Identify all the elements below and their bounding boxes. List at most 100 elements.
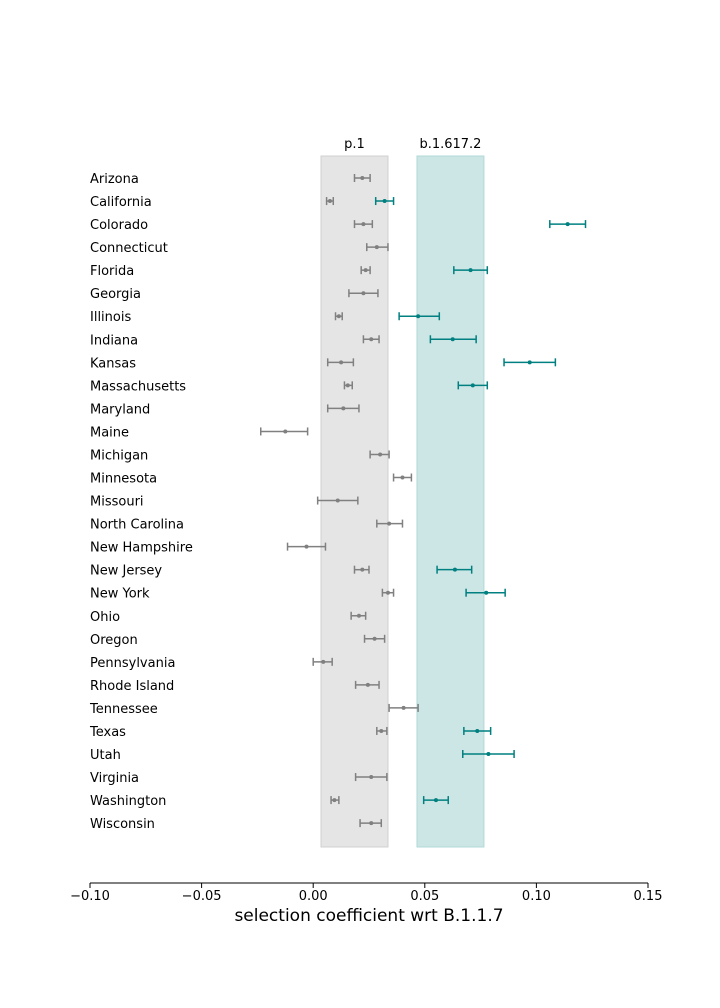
errorbar-point xyxy=(304,544,309,549)
errorbar-p1 xyxy=(316,496,359,505)
x-axis-label: selection coefficient wrt B.1.1.7 xyxy=(234,906,503,926)
errorbar-delta xyxy=(461,750,515,758)
errorbar-point xyxy=(416,314,421,319)
errorbar-delta xyxy=(398,312,441,321)
errorbar-p1 xyxy=(376,519,404,528)
errorbar-p1 xyxy=(350,611,367,620)
state-label: Massachusetts xyxy=(90,379,186,394)
errorbar-p1 xyxy=(360,266,371,275)
errorbar-point xyxy=(484,590,489,595)
errorbar-p1 xyxy=(354,773,388,782)
errorbar-point xyxy=(452,567,457,572)
errorbar-point xyxy=(385,590,390,595)
state-label: Connecticut xyxy=(90,241,168,256)
errorbar-p1 xyxy=(343,381,354,390)
state-label: Ohio xyxy=(90,610,120,625)
errorbar-point xyxy=(365,682,370,687)
errorbar-point xyxy=(339,360,344,365)
state-label: Georgia xyxy=(90,287,141,302)
x-ticks: −0.10 −0.05 0.00 0.05 0.10 0.15 xyxy=(70,883,662,904)
state-labels: Arizona California Colorado Connecticut Flor… xyxy=(89,172,193,832)
band-delta xyxy=(416,155,485,848)
errorbar-delta xyxy=(374,197,395,206)
x-tick-label: 0.15 xyxy=(634,889,663,904)
state-label: Tennessee xyxy=(89,702,158,717)
errorbar-point xyxy=(369,821,374,826)
errorbar-p1 xyxy=(354,680,380,689)
errorbar-point xyxy=(400,475,405,480)
x-tick-label: −0.10 xyxy=(70,889,110,904)
errorbar-p1 xyxy=(326,404,360,413)
errorbar-point xyxy=(360,567,365,572)
errorbar-p1 xyxy=(348,289,379,298)
errorbar-p1 xyxy=(353,565,370,574)
errorbar-point xyxy=(450,337,455,342)
state-label: North Carolina xyxy=(90,518,184,533)
state-label: Maine xyxy=(90,425,129,440)
state-label: Florida xyxy=(90,264,134,279)
errorbar-p1 xyxy=(388,703,419,712)
state-label: New Jersey xyxy=(90,564,162,579)
errorbar-p1 xyxy=(366,243,389,252)
x-tick-label: 0.00 xyxy=(299,889,328,904)
state-label: Pennsylvania xyxy=(90,656,175,671)
errorbar-point xyxy=(470,383,475,388)
errorbar-p1 xyxy=(392,473,413,482)
errorbar-point xyxy=(345,383,350,388)
band-label-delta: b.1.617.2 xyxy=(419,137,481,152)
errorbar-point xyxy=(332,798,337,803)
x-tick-label: 0.10 xyxy=(522,889,551,904)
errorbar-p1 xyxy=(330,796,340,805)
state-label: Wisconsin xyxy=(90,817,155,832)
errorbar-point xyxy=(433,798,438,803)
errorbar-delta xyxy=(463,726,492,735)
state-label: Colorado xyxy=(90,218,148,233)
state-label: Indiana xyxy=(90,333,138,348)
band-label-p1: p.1 xyxy=(344,137,365,152)
errorbar-p1 xyxy=(259,427,309,436)
state-label: Washington xyxy=(90,794,166,809)
errorbar-p1 xyxy=(353,220,374,229)
errorbar-point xyxy=(360,176,365,180)
errorbar-p1 xyxy=(334,312,343,321)
state-label: Rhode Island xyxy=(90,679,174,694)
x-tick-label: −0.05 xyxy=(182,889,222,904)
errorbar-point xyxy=(335,498,340,503)
errorbar-point xyxy=(369,775,374,780)
errorbar-delta xyxy=(503,358,557,367)
errorbar-p1 xyxy=(353,174,371,182)
state-label: New Hampshire xyxy=(90,541,193,556)
x-tick-label: 0.05 xyxy=(410,889,439,904)
errorbar-point xyxy=(321,659,326,664)
errorbar-p1 xyxy=(369,450,390,459)
errorbar-delta xyxy=(429,335,477,344)
errorbar-delta xyxy=(422,796,449,805)
errorbar-delta xyxy=(457,381,489,390)
errorbar-p1 xyxy=(286,542,327,551)
state-label: Illinois xyxy=(90,310,131,325)
errorbar-point xyxy=(379,728,384,733)
errorbar-point xyxy=(475,728,480,733)
state-label: Michigan xyxy=(90,448,148,463)
errorbar-delta xyxy=(453,266,489,275)
errorbar-p1 xyxy=(359,819,383,828)
errorbar-p1 xyxy=(326,358,355,367)
state-label: Texas xyxy=(89,725,126,740)
state-label: Virginia xyxy=(90,771,139,786)
state-label: Kansas xyxy=(90,356,136,371)
errorbar-point xyxy=(336,314,341,319)
errorbar-p1 xyxy=(376,726,388,735)
state-label: Utah xyxy=(90,748,121,763)
errorbar-delta xyxy=(436,565,473,574)
state-label: California xyxy=(90,195,152,210)
errorbar-point xyxy=(486,752,491,756)
errorbar-point xyxy=(363,268,368,273)
errorbar-delta xyxy=(465,588,506,597)
state-label: Arizona xyxy=(90,172,139,187)
errorbar-p1 xyxy=(312,657,333,666)
errorbar-p1 xyxy=(362,335,380,344)
errorbar-p1 xyxy=(325,197,335,206)
errorbar-point xyxy=(468,268,473,273)
errorbars-layer xyxy=(259,174,587,828)
